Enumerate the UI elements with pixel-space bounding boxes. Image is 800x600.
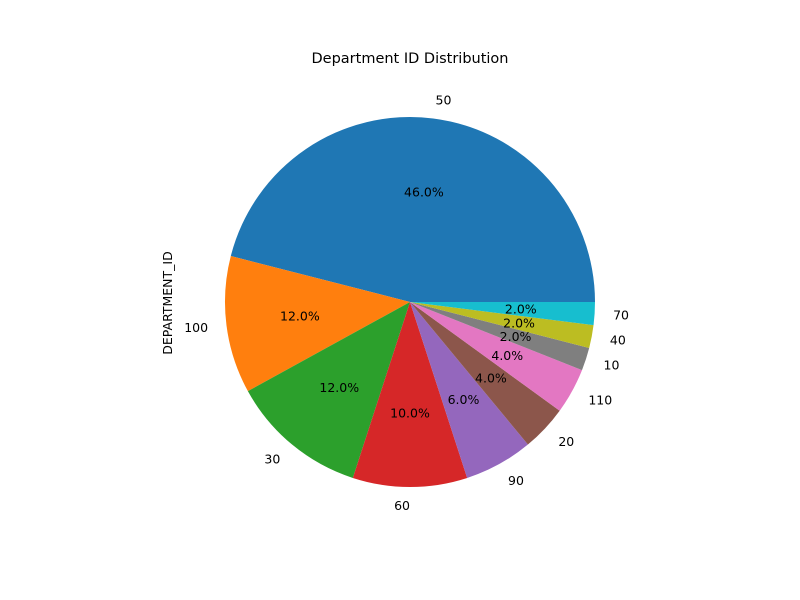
percent-label-90: 6.0%: [448, 392, 480, 407]
slice-label-110: 110: [588, 393, 612, 408]
slice-label-60: 60: [394, 498, 410, 513]
pie-slices: [225, 116, 595, 488]
percent-label-100: 12.0%: [280, 308, 320, 323]
pie-slice-90: [410, 302, 528, 478]
pie-slice-70: [410, 302, 595, 326]
percent-label-110: 4.0%: [491, 348, 523, 363]
pie-slice-50: [230, 116, 595, 302]
pie-slice-60: [352, 302, 468, 488]
pie-slice-110: [410, 302, 583, 411]
percent-label-30: 12.0%: [319, 380, 359, 395]
chart-title: Department ID Distribution: [312, 51, 509, 67]
slice-label-70: 70: [613, 307, 629, 322]
percent-label-40: 2.0%: [503, 315, 535, 330]
slice-label-50: 50: [436, 93, 452, 108]
percent-label-50: 46.0%: [404, 184, 444, 199]
slice-label-100: 100: [184, 320, 208, 335]
slice-label-30: 30: [264, 451, 280, 466]
pie-slice-30: [247, 302, 410, 478]
pie-percent-labels: 46.0%12.0%12.0%10.0%6.0%4.0%4.0%2.0%2.0%…: [280, 184, 537, 420]
percent-label-10: 2.0%: [500, 329, 532, 344]
percent-label-20: 4.0%: [475, 370, 507, 385]
y-axis-label: DEPARTMENT_ID: [160, 251, 175, 354]
slice-label-40: 40: [610, 333, 626, 348]
pie-slice-40: [410, 302, 594, 349]
slice-label-10: 10: [604, 357, 620, 372]
pie-slice-20: [410, 302, 560, 445]
percent-label-60: 10.0%: [390, 406, 430, 421]
pie-slice-10: [410, 302, 590, 371]
slice-label-20: 20: [558, 434, 574, 449]
pie-slice-100: [225, 255, 410, 392]
pie-category-labels: 50 100 30 60 90 20 110 10 40 70: [184, 93, 629, 513]
percent-label-70: 2.0%: [505, 301, 537, 316]
slice-label-90: 90: [508, 473, 524, 488]
